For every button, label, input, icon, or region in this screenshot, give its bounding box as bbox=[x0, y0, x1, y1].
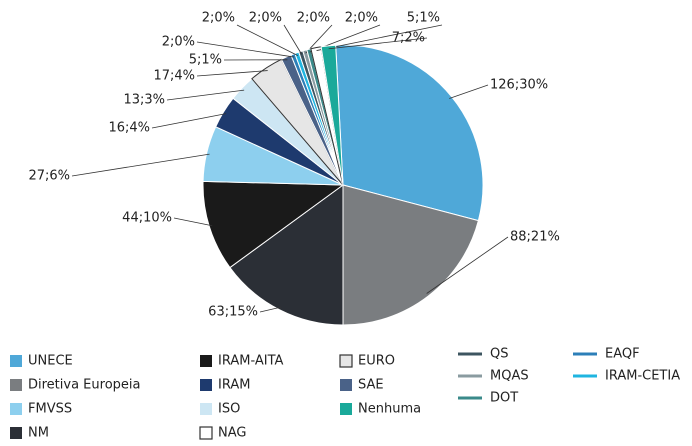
legend-label: QS bbox=[490, 347, 508, 362]
data-label: 7;2% bbox=[392, 31, 425, 46]
legend-marker bbox=[339, 354, 353, 368]
data-label: 2;0% bbox=[249, 11, 282, 26]
legend-marker bbox=[340, 403, 352, 415]
data-label: 2;0% bbox=[162, 35, 195, 50]
data-label: 27;6% bbox=[28, 169, 70, 184]
legend-label: MQAS bbox=[490, 369, 529, 384]
legend-marker bbox=[200, 379, 212, 391]
data-label: 44;10% bbox=[122, 211, 172, 226]
legend-label: IRAM-CETIA bbox=[605, 369, 680, 384]
leader-line bbox=[283, 24, 303, 55]
data-label: 13;3% bbox=[123, 93, 165, 108]
data-label: 88;21% bbox=[510, 230, 560, 245]
leader-line bbox=[328, 37, 428, 50]
legend-label: UNECE bbox=[28, 354, 73, 369]
data-label: 16;4% bbox=[108, 121, 150, 136]
slice bbox=[320, 44, 344, 186]
leader-line bbox=[196, 70, 268, 77]
legend-marker bbox=[10, 427, 22, 439]
data-label: 126;30% bbox=[490, 78, 548, 93]
data-label: 2;0% bbox=[297, 11, 330, 26]
legend-label: NAG bbox=[218, 426, 246, 441]
legend-label: FMVSS bbox=[28, 402, 72, 417]
legend-marker bbox=[200, 403, 212, 415]
legend-marker bbox=[340, 379, 352, 391]
leader-line bbox=[196, 41, 295, 58]
slice bbox=[342, 184, 480, 326]
slice bbox=[335, 44, 484, 222]
data-label: 17;4% bbox=[153, 69, 195, 84]
legend-label: ISO bbox=[218, 402, 240, 417]
legend-label: EURO bbox=[358, 354, 395, 369]
data-label: 5;1% bbox=[189, 53, 222, 68]
leader-line bbox=[173, 217, 213, 227]
leader-line bbox=[236, 24, 299, 57]
legend-marker bbox=[10, 379, 22, 391]
data-label: 2;0% bbox=[345, 11, 378, 26]
legend-marker bbox=[200, 355, 212, 367]
data-label: 63;15% bbox=[208, 305, 258, 320]
data-label: 5;1% bbox=[407, 11, 440, 26]
leader-line bbox=[166, 89, 245, 101]
legend-marker bbox=[10, 403, 22, 415]
legend-label: NM bbox=[28, 426, 49, 441]
leader-line bbox=[426, 236, 509, 294]
slice bbox=[202, 180, 345, 269]
legend-label: DOT bbox=[490, 391, 518, 406]
data-label: 2;0% bbox=[202, 11, 235, 26]
legend-label: SAE bbox=[358, 378, 384, 393]
slice bbox=[229, 184, 344, 326]
legend-label: IRAM-AITA bbox=[218, 354, 284, 369]
leader-line bbox=[71, 153, 210, 177]
legend-label: IRAM bbox=[218, 378, 250, 393]
legend-label: Diretiva Europeia bbox=[28, 378, 140, 393]
leader-line bbox=[259, 306, 282, 313]
legend-label: EAQF bbox=[605, 347, 640, 362]
legend-marker bbox=[199, 426, 213, 440]
legend-label: Nenhuma bbox=[358, 402, 421, 417]
legend-marker bbox=[10, 355, 22, 367]
leader-line bbox=[449, 84, 489, 99]
leader-line bbox=[316, 24, 443, 51]
leader-line bbox=[151, 113, 227, 129]
